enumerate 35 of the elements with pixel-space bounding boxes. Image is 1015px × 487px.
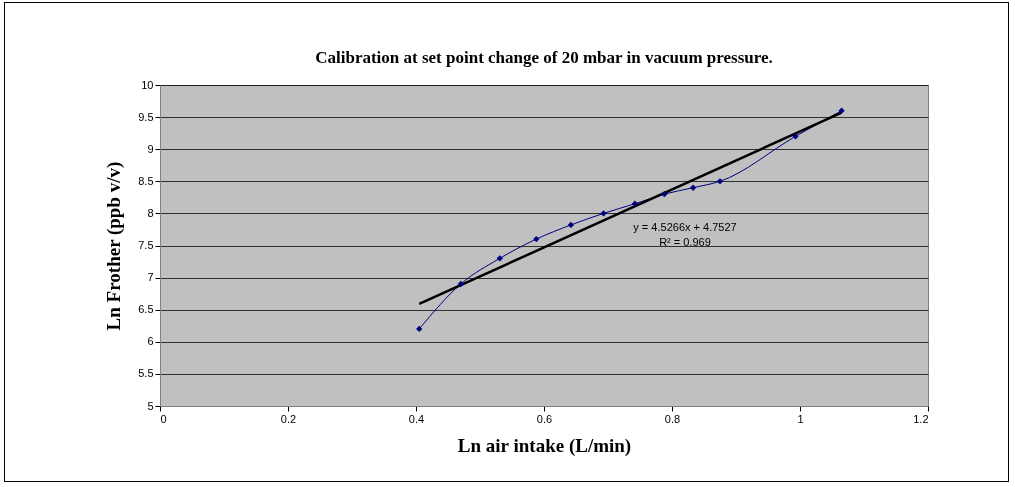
annotation: R² = 0.969 bbox=[659, 236, 711, 248]
y-tick-label: 8 bbox=[147, 206, 154, 219]
x-tick-label: 0.4 bbox=[408, 412, 425, 425]
point bbox=[661, 190, 668, 198]
point bbox=[716, 178, 724, 185]
x-tick-label: 0.6 bbox=[536, 412, 553, 425]
point bbox=[600, 210, 607, 217]
y-tick-label: 6.5 bbox=[138, 303, 154, 316]
y-tick-label: 5 bbox=[147, 399, 154, 412]
y-tick-label: 10 bbox=[141, 78, 154, 91]
annotation: y = 4.5266x + 4.7527 bbox=[633, 221, 737, 233]
y-tick-label: 8.5 bbox=[138, 174, 154, 187]
x-tick-label: 0 bbox=[160, 412, 167, 425]
point bbox=[533, 235, 540, 243]
y-tick-label: 6 bbox=[147, 335, 154, 348]
point bbox=[457, 280, 464, 288]
x-axis-title: Ln air intake (L/min) bbox=[457, 434, 632, 457]
point bbox=[838, 107, 845, 114]
x-tick-label: 1.2 bbox=[913, 412, 929, 425]
y-tick-label: 7.5 bbox=[138, 239, 154, 251]
x-tick-label: 0.8 bbox=[664, 412, 681, 425]
point bbox=[416, 325, 423, 333]
y-tick-label: 5.5 bbox=[138, 367, 154, 380]
y-tick-label: 9 bbox=[147, 142, 154, 155]
point bbox=[496, 255, 503, 262]
point bbox=[792, 133, 799, 140]
point bbox=[567, 221, 575, 229]
point bbox=[631, 200, 639, 207]
x-tick-label: 1 bbox=[797, 412, 804, 425]
point bbox=[689, 184, 697, 191]
chart-title: Calibration at set point change of 20 mbar in vacuum pressure. bbox=[315, 48, 773, 67]
y-tick-label: 7 bbox=[147, 271, 154, 284]
x-tick-label: 0.2 bbox=[280, 412, 297, 425]
y-axis-title: Ln Frother (ppb v/v) bbox=[103, 161, 126, 331]
y-tick-label: 9.5 bbox=[138, 110, 154, 123]
